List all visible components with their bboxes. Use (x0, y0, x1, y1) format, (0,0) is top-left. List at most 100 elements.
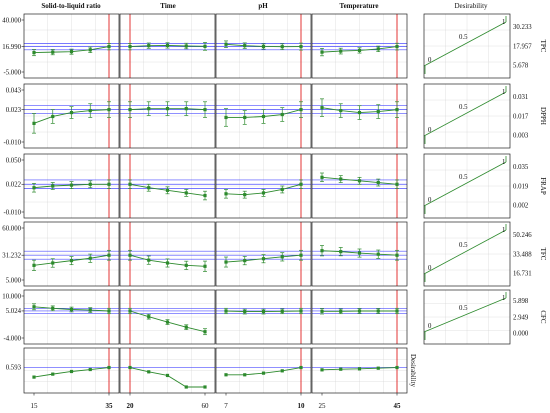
data-point (203, 264, 207, 268)
data-point (243, 115, 247, 120)
desirability-row-label: Desirability (409, 354, 417, 388)
data-point (147, 44, 151, 48)
data-point (128, 253, 132, 257)
y-tick-label: -5.000 (3, 69, 21, 76)
desirability-mid-label: 0.5 (459, 104, 468, 111)
data-point (376, 109, 380, 114)
data-point (107, 253, 111, 257)
data-point (51, 261, 55, 265)
data-point (128, 108, 132, 112)
x-tick-label: 10 (298, 402, 306, 410)
panel-frap-col3 (215, 153, 312, 219)
data-point (357, 179, 362, 183)
panel-frame (215, 13, 312, 79)
desirability-panel-frame (423, 153, 511, 219)
data-point (165, 43, 170, 48)
data-point (339, 309, 343, 313)
data-point (280, 369, 284, 373)
data-point (51, 372, 55, 376)
y-tick-label: -4.000 (3, 335, 21, 342)
panel-frame (119, 221, 216, 287)
desirability-mid-label: 0.5 (459, 242, 468, 249)
data-point (395, 365, 399, 370)
data-point (224, 192, 228, 196)
desirability-panel-frame (423, 83, 511, 149)
response-row-dpph: 0.043 0.023 -0.010 0 0.5 1 0.031 0.017 0.003 DPPH (3, 83, 547, 149)
data-point (357, 48, 362, 52)
y-tick-label: 16.990 (2, 44, 21, 51)
data-point (147, 370, 151, 374)
data-point (357, 110, 362, 115)
data-point (51, 184, 55, 188)
desirability-tick-label: 0.003 (513, 133, 529, 140)
desirability-panel-frame (423, 289, 511, 345)
panel-frame (311, 347, 408, 394)
data-point (243, 44, 247, 48)
desirability-function-line (423, 21, 507, 67)
data-point (261, 44, 266, 49)
data-point (320, 50, 324, 54)
desirability-panel-col1: 15 35 (23, 347, 120, 410)
x-tick-label: 60 (202, 402, 210, 410)
panel-frap-col2 (119, 153, 216, 219)
desirability-panel-col3: 7 10 (215, 347, 312, 410)
data-point (88, 109, 92, 113)
x-tick-label: 35 (106, 402, 114, 410)
data-point (165, 261, 170, 265)
data-point (203, 108, 207, 112)
panel-frame (119, 153, 216, 219)
desirability-y-tick-label: 0.593 (6, 365, 22, 372)
desirability-tick-label: 5.678 (513, 63, 529, 70)
y-tick-label: 31.232 (2, 252, 21, 259)
data-point (88, 48, 92, 52)
y-tick-label: -0.010 (3, 209, 21, 216)
data-point (280, 45, 284, 49)
data-point (376, 180, 380, 185)
data-point (203, 385, 207, 389)
data-point (261, 114, 266, 119)
panel-tfc-col3 (215, 221, 312, 287)
data-point (339, 109, 343, 113)
data-point (32, 121, 36, 125)
y-tick-label: -0.010 (3, 139, 21, 146)
panel-frame (119, 13, 216, 79)
panel-dpph-col1 (23, 83, 120, 149)
data-point (165, 320, 170, 324)
data-point (224, 42, 228, 46)
column-header-4: Temperature (340, 2, 379, 10)
data-point (107, 44, 111, 49)
data-point (69, 183, 74, 187)
panel-dpph-col3 (215, 83, 312, 149)
data-point (243, 373, 247, 377)
data-point (280, 255, 284, 259)
panel-cfc-col4 (311, 289, 408, 345)
data-point (280, 187, 284, 192)
x-tick-label: 25 (319, 402, 327, 410)
data-point (280, 309, 284, 313)
desirability-mid-label: 0.5 (459, 34, 468, 41)
desirability-tick-label: 0.019 (513, 183, 529, 190)
desirability-function-tpc: 0 0.5 1 30.233 17.957 5.678 (423, 13, 532, 79)
data-point (88, 256, 92, 260)
data-point (165, 188, 170, 192)
data-point (128, 44, 132, 49)
desirability-high-label: 1 (502, 227, 505, 234)
desirability-panel-col4: 25 45 (311, 347, 408, 410)
data-point (203, 44, 207, 48)
data-point (184, 263, 188, 267)
data-point (128, 182, 132, 186)
data-point (376, 47, 380, 51)
data-point (69, 50, 74, 54)
desirability-tick-label: 30.233 (513, 24, 532, 31)
data-point (320, 175, 324, 179)
data-point (299, 108, 303, 112)
data-point (261, 257, 266, 261)
y-tick-label: 40.000 (2, 17, 21, 24)
data-point (69, 259, 74, 263)
desirability-tick-label: 33.488 (513, 251, 532, 258)
data-point (147, 107, 151, 111)
column-headers: Solid-to-liquid ratio Time pH Temperatur… (41, 2, 488, 10)
data-point (32, 50, 36, 55)
data-point (184, 191, 188, 195)
